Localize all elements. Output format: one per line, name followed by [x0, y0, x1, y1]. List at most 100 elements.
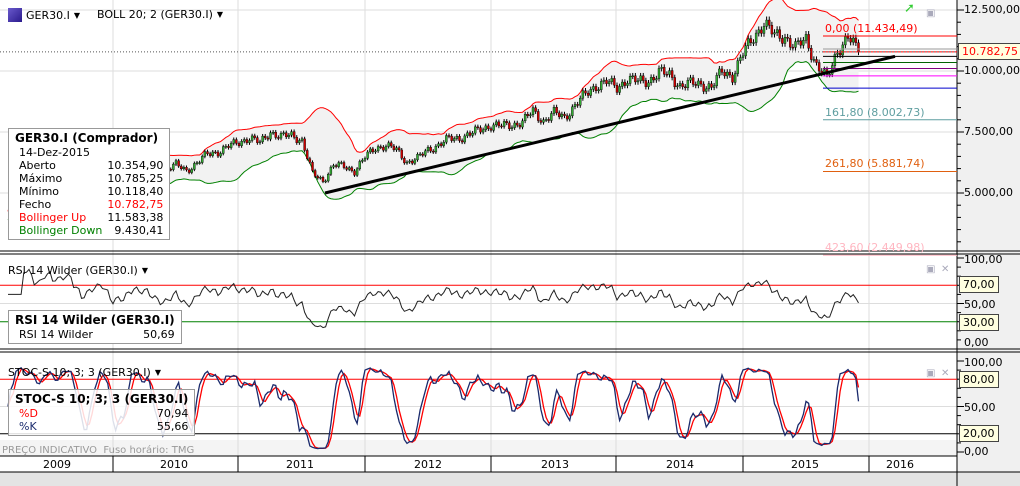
- candle-body: [521, 120, 524, 128]
- candle-body: [266, 137, 270, 140]
- candle-body: [198, 162, 201, 164]
- candle-body: [508, 122, 511, 130]
- candle-body: [308, 158, 312, 163]
- candle-body: [468, 132, 472, 136]
- stoc-title: STOC-S 10; 3; 3 (GER30.I): [8, 366, 151, 379]
- candle-body: [786, 37, 789, 39]
- candle-body: [434, 145, 438, 153]
- stoc-axis-tick: 50,00: [964, 400, 996, 414]
- candle-body: [605, 79, 608, 84]
- candle-body: [248, 140, 251, 143]
- candle-body: [589, 89, 592, 96]
- rsi-selector[interactable]: RSI 14 Wilder (GER30.I) ▼: [8, 264, 148, 277]
- candle-body: [618, 86, 621, 93]
- candle-body: [639, 75, 642, 82]
- candle-body: [544, 119, 548, 121]
- candle-body: [733, 73, 737, 83]
- footer-note: PREÇO INDICATIVO Fuso horário: TMG: [2, 445, 194, 456]
- candle-body: [636, 80, 640, 83]
- candle-body: [437, 143, 440, 147]
- candle-body: [408, 160, 411, 163]
- candle-body: [214, 151, 217, 154]
- candle-body: [418, 153, 422, 156]
- candle-body: [334, 165, 338, 167]
- candle-body: [403, 158, 406, 164]
- candle-body: [539, 120, 543, 123]
- candle-body: [337, 162, 340, 167]
- close-icon[interactable]: ✕: [941, 368, 950, 379]
- candle-body: [652, 77, 655, 81]
- candle-body: [600, 81, 603, 90]
- candle-body: [791, 46, 795, 49]
- rsi-title: RSI 14 Wilder (GER30.I): [8, 264, 138, 277]
- candle-body: [413, 159, 417, 164]
- candle-body: [298, 140, 301, 143]
- candle-body: [712, 85, 716, 88]
- stoc-selector[interactable]: STOC-S 10; 3; 3 (GER30.I) ▼: [8, 366, 161, 379]
- candle-body: [240, 141, 243, 146]
- bollinger-fill: [8, 0, 859, 223]
- indicator-selector[interactable]: BOLL 20; 2 (GER30.I) ▼: [97, 8, 223, 21]
- candle-body: [361, 159, 364, 162]
- candle-body: [429, 147, 432, 152]
- candle-body: [836, 52, 839, 55]
- rsi-row: RSI 14 Wilder 50,69: [15, 328, 175, 341]
- candle-body: [558, 112, 561, 118]
- candle-body: [841, 44, 844, 56]
- candle-body: [705, 88, 708, 92]
- chevron-down-icon: ▼: [73, 10, 81, 20]
- maximize-icon[interactable]: ▣: [926, 264, 936, 275]
- candle-body: [838, 52, 842, 56]
- maximize-icon[interactable]: ▣: [926, 8, 936, 19]
- stoc-level-tag: 80,00: [959, 371, 999, 389]
- candle-body: [492, 124, 495, 131]
- candle-body: [390, 142, 393, 147]
- candle-body: [235, 139, 238, 144]
- candle-body: [657, 68, 661, 79]
- candle-body: [253, 135, 256, 138]
- candle-body: [584, 90, 587, 94]
- price-box-title: GER30.I (Comprador): [15, 131, 159, 145]
- stoc-k-row: %K 55,66: [15, 420, 188, 433]
- maximize-icon[interactable]: ▣: [926, 368, 936, 379]
- price-axis-tick: 12.500,00: [964, 3, 1020, 16]
- candle-body: [379, 146, 382, 148]
- candle-body: [245, 139, 249, 143]
- candle-body: [426, 147, 430, 152]
- candle-body: [647, 82, 650, 87]
- candle-body: [224, 145, 228, 148]
- candle-body: [285, 132, 288, 138]
- stoc-d-row: %D 70,94: [15, 407, 188, 420]
- candle-body: [460, 140, 464, 143]
- price-row-label: Fecho: [19, 198, 52, 211]
- trend-arrow-icon: ➚: [904, 1, 915, 16]
- symbol-selector[interactable]: GER30.I ▼: [8, 8, 80, 22]
- candle-body: [642, 75, 645, 81]
- candle-body: [844, 36, 847, 46]
- candle-body: [555, 107, 558, 114]
- candle-body: [471, 132, 474, 136]
- candle-body: [754, 32, 758, 43]
- candle-body: [193, 163, 196, 170]
- candle-body: [432, 150, 435, 153]
- current-price-tag: 10.782,75: [958, 43, 1020, 60]
- candle-body: [182, 167, 186, 170]
- price-row-value: 10.354,90: [107, 159, 164, 172]
- close-icon[interactable]: ✕: [941, 264, 950, 275]
- candle-body: [757, 29, 760, 34]
- candle-body: [765, 19, 768, 27]
- candle-body: [563, 113, 566, 116]
- candle-body: [510, 127, 514, 130]
- candle-body: [211, 151, 214, 156]
- rsi-axis-tick: 50,00: [964, 297, 996, 311]
- candle-body: [271, 131, 275, 134]
- candle-body: [783, 37, 787, 44]
- candle-body: [760, 29, 763, 34]
- stoc-d-value: 70,94: [156, 407, 189, 420]
- candle-body: [581, 90, 585, 99]
- candle-body: [329, 166, 333, 175]
- candle-body: [450, 135, 453, 141]
- candle-body: [628, 76, 632, 84]
- candle-body: [681, 83, 684, 88]
